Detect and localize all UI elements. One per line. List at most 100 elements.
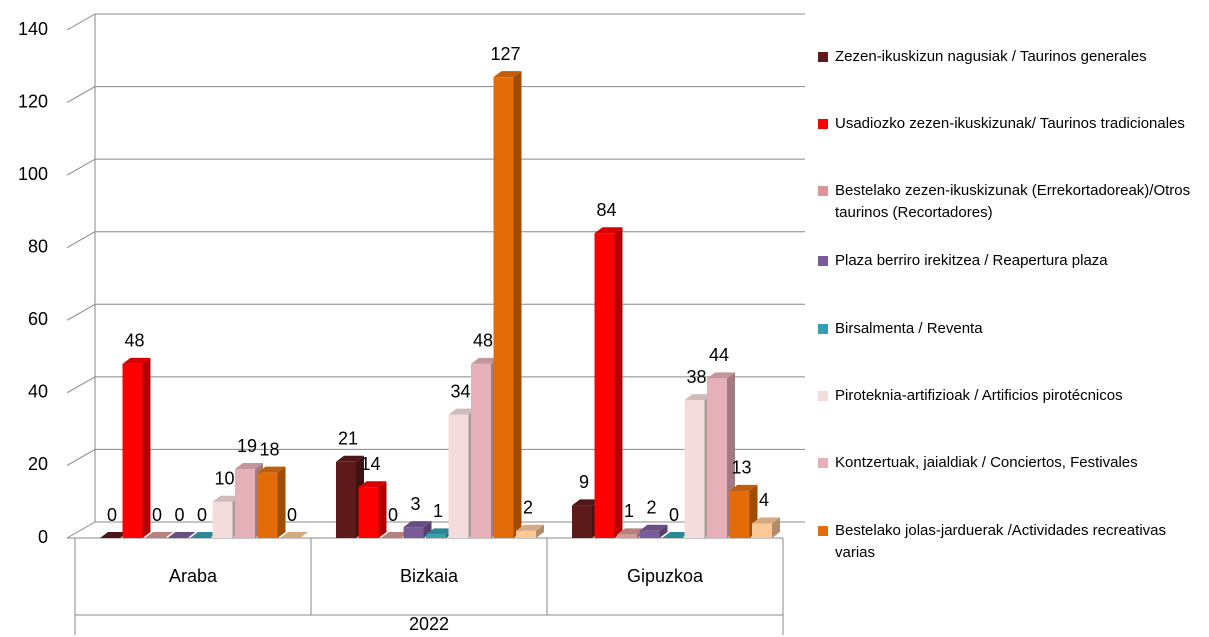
legend-swatch [818, 458, 828, 468]
bar-side [536, 524, 544, 538]
bar-side [614, 227, 623, 538]
grid-line [66, 303, 96, 321]
bar-front [639, 530, 660, 538]
bar-side [378, 481, 387, 538]
legend-swatch [818, 186, 828, 196]
bar-top [122, 357, 151, 364]
bar-front [594, 233, 615, 538]
bar-front [212, 501, 233, 538]
bar-front [471, 363, 491, 538]
legend-label: Birsalmenta / Reventa [835, 320, 983, 337]
bar-front [617, 534, 637, 538]
grid-line [66, 13, 96, 31]
bar-front [493, 77, 514, 539]
bar-front [426, 534, 446, 538]
bar-side [423, 521, 432, 538]
bar [594, 227, 623, 538]
bar [403, 521, 432, 538]
bar-front [707, 378, 727, 538]
bar-side [142, 357, 151, 538]
data-label: 0 [287, 505, 297, 525]
grid-line [66, 448, 96, 466]
data-label: 1 [624, 501, 634, 521]
data-label: 4 [759, 490, 769, 510]
group-label: 2022 [409, 614, 449, 634]
bar [280, 532, 308, 538]
bar [145, 532, 173, 538]
bar [190, 532, 218, 538]
bar-front [516, 530, 536, 538]
data-label: 13 [731, 458, 751, 478]
bar-top [145, 532, 173, 538]
data-label: 48 [124, 331, 144, 351]
data-label: 0 [107, 505, 117, 525]
grid-line [66, 158, 96, 176]
legend-swatch [818, 52, 828, 62]
bar-top [662, 532, 690, 538]
x-tick-label: Gipuzkoa [627, 566, 704, 586]
grid-line [66, 86, 96, 104]
bar-top [493, 71, 522, 78]
bar-top [516, 524, 544, 531]
bar-top [190, 532, 218, 538]
legend-item: Plaza berriro irekitzea / Reapertura pla… [818, 250, 1198, 272]
y-tick-label: 0 [38, 527, 48, 547]
bar-front [572, 505, 592, 538]
bar-top [639, 524, 668, 531]
legend-item: Bestelako zezen-ikuskizunak (Errekortado… [818, 180, 1198, 224]
bar-top [167, 532, 196, 538]
data-label: 38 [686, 367, 706, 387]
bar-side [659, 524, 668, 538]
data-label: 0 [174, 505, 184, 525]
y-tick-label: 80 [28, 236, 48, 256]
legend-item: Zezen-ikuskizun nagusiak / Taurinos gene… [818, 46, 1198, 68]
bar [493, 71, 522, 539]
bar-top [617, 528, 645, 535]
data-label: 2 [523, 497, 533, 517]
legend-swatch [818, 391, 828, 401]
x-tick-label: Araba [169, 566, 218, 586]
bar [100, 532, 128, 538]
y-tick-label: 120 [18, 91, 48, 111]
bar-front [257, 472, 278, 538]
data-label: 0 [152, 505, 162, 525]
legend-label: Usadiozko zezen-ikuskizunak/ Taurinos tr… [835, 115, 1185, 132]
legend-item: Piroteknia-artifizioak / Artificios piro… [818, 385, 1198, 407]
bar [257, 466, 286, 538]
bar-top [212, 495, 241, 502]
data-label: 0 [388, 505, 398, 525]
bar [639, 524, 668, 538]
legend-swatch [818, 526, 828, 536]
bar-top [752, 517, 780, 524]
bar [122, 357, 151, 538]
bar-top [684, 394, 713, 401]
bar-top [235, 463, 263, 470]
bar-top [572, 499, 600, 506]
y-tick-label: 100 [18, 164, 48, 184]
data-label: 0 [669, 505, 679, 525]
bar-front [729, 490, 750, 538]
legend-swatch [818, 324, 828, 334]
bar-front [122, 363, 143, 538]
legend-swatch [818, 256, 828, 266]
data-label: 1 [433, 501, 443, 521]
bar-side [772, 517, 780, 538]
bar-top [358, 481, 387, 488]
legend-label: Kontzertuak, jaialdiak / Conciertos, Fes… [835, 454, 1138, 471]
legend-item: Birsalmenta / Reventa [818, 318, 1198, 340]
data-label: 9 [579, 472, 589, 492]
grid-line [66, 521, 96, 539]
bar [167, 532, 196, 538]
y-tick-label: 40 [28, 382, 48, 402]
legend-label: Bestelako jolas-jarduerak /Actividades r… [835, 522, 1166, 561]
bar-front [235, 469, 255, 538]
grid-line [66, 376, 96, 394]
bar [752, 517, 780, 538]
y-tick-label: 20 [28, 454, 48, 474]
bar-top [336, 455, 364, 462]
data-label: 0 [197, 505, 207, 525]
y-tick-label: 60 [28, 309, 48, 329]
bar [662, 532, 690, 538]
